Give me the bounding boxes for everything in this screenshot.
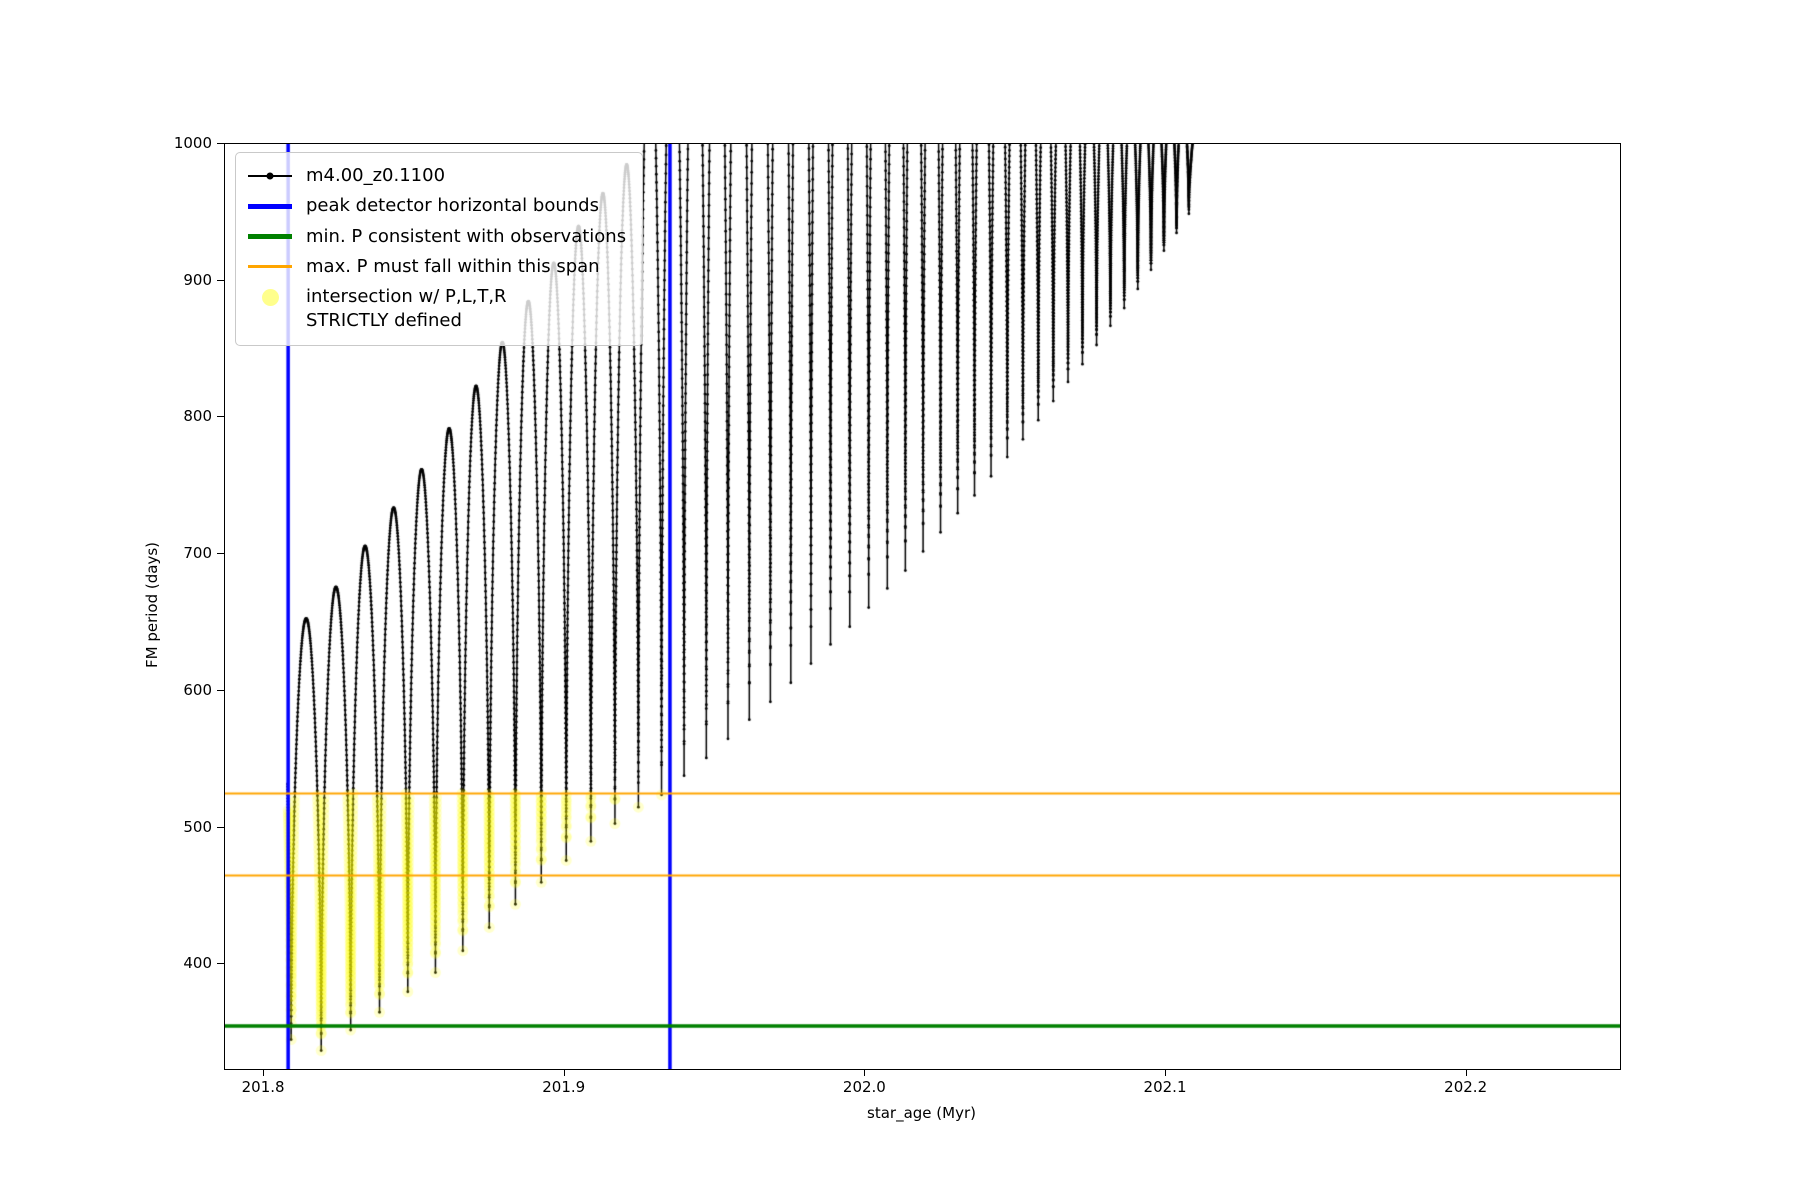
y-tick-label: 800	[183, 407, 212, 426]
legend-line-dot-swatch	[248, 164, 292, 188]
legend-thin-line-swatch	[248, 255, 292, 279]
legend-label: max. P must fall within this span	[306, 255, 600, 277]
y-tick-label: 1000	[173, 134, 212, 152]
y-tick-mark	[217, 689, 224, 691]
y-axis-label: FM period (days)	[143, 542, 161, 668]
legend-label: min. P consistent with observations	[306, 225, 627, 247]
legend-entry: max. P must fall within this span	[248, 252, 626, 282]
x-tick-mark	[1165, 1069, 1167, 1076]
y-tick-label: 400	[183, 954, 212, 973]
y-tick-label: 500	[183, 817, 212, 836]
x-tick-mark	[263, 1069, 265, 1076]
y-tick-label: 600	[183, 680, 212, 699]
y-tick-mark	[217, 826, 224, 828]
y-tick-mark	[217, 416, 224, 418]
legend-thick-line-swatch	[248, 225, 292, 249]
y-tick-mark	[217, 963, 224, 965]
legend-entry: peak detector horizontal bounds	[248, 191, 626, 221]
x-tick-label: 202.0	[842, 1078, 886, 1096]
legend-scatter-dot-swatch	[248, 285, 292, 309]
x-tick-label: 202.1	[1143, 1078, 1187, 1096]
legend-entry: intersection w/ P,L,T,R STRICTLY defined	[248, 282, 626, 337]
legend-entry: min. P consistent with observations	[248, 222, 626, 252]
y-tick-label: 700	[183, 544, 212, 563]
legend-label: intersection w/ P,L,T,R STRICTLY defined	[306, 286, 507, 332]
y-tick-mark	[217, 279, 224, 281]
y-tick-mark	[217, 143, 224, 144]
y-tick-label: 900	[183, 270, 212, 289]
y-tick-mark	[217, 553, 224, 555]
legend-entry: m4.00_z0.1100	[248, 161, 626, 191]
x-tick-mark	[1465, 1069, 1467, 1076]
x-tick-label: 202.2	[1444, 1078, 1488, 1096]
x-tick-label: 201.9	[542, 1078, 586, 1096]
x-axis-label: star_age (Myr)	[867, 1104, 976, 1122]
x-tick-mark	[864, 1069, 866, 1076]
legend-label: m4.00_z0.1100	[306, 165, 446, 186]
legend-thick-line-swatch	[248, 194, 292, 218]
x-tick-label: 201.8	[241, 1078, 285, 1096]
x-tick-mark	[563, 1069, 565, 1076]
legend-label: peak detector horizontal bounds	[306, 195, 599, 217]
